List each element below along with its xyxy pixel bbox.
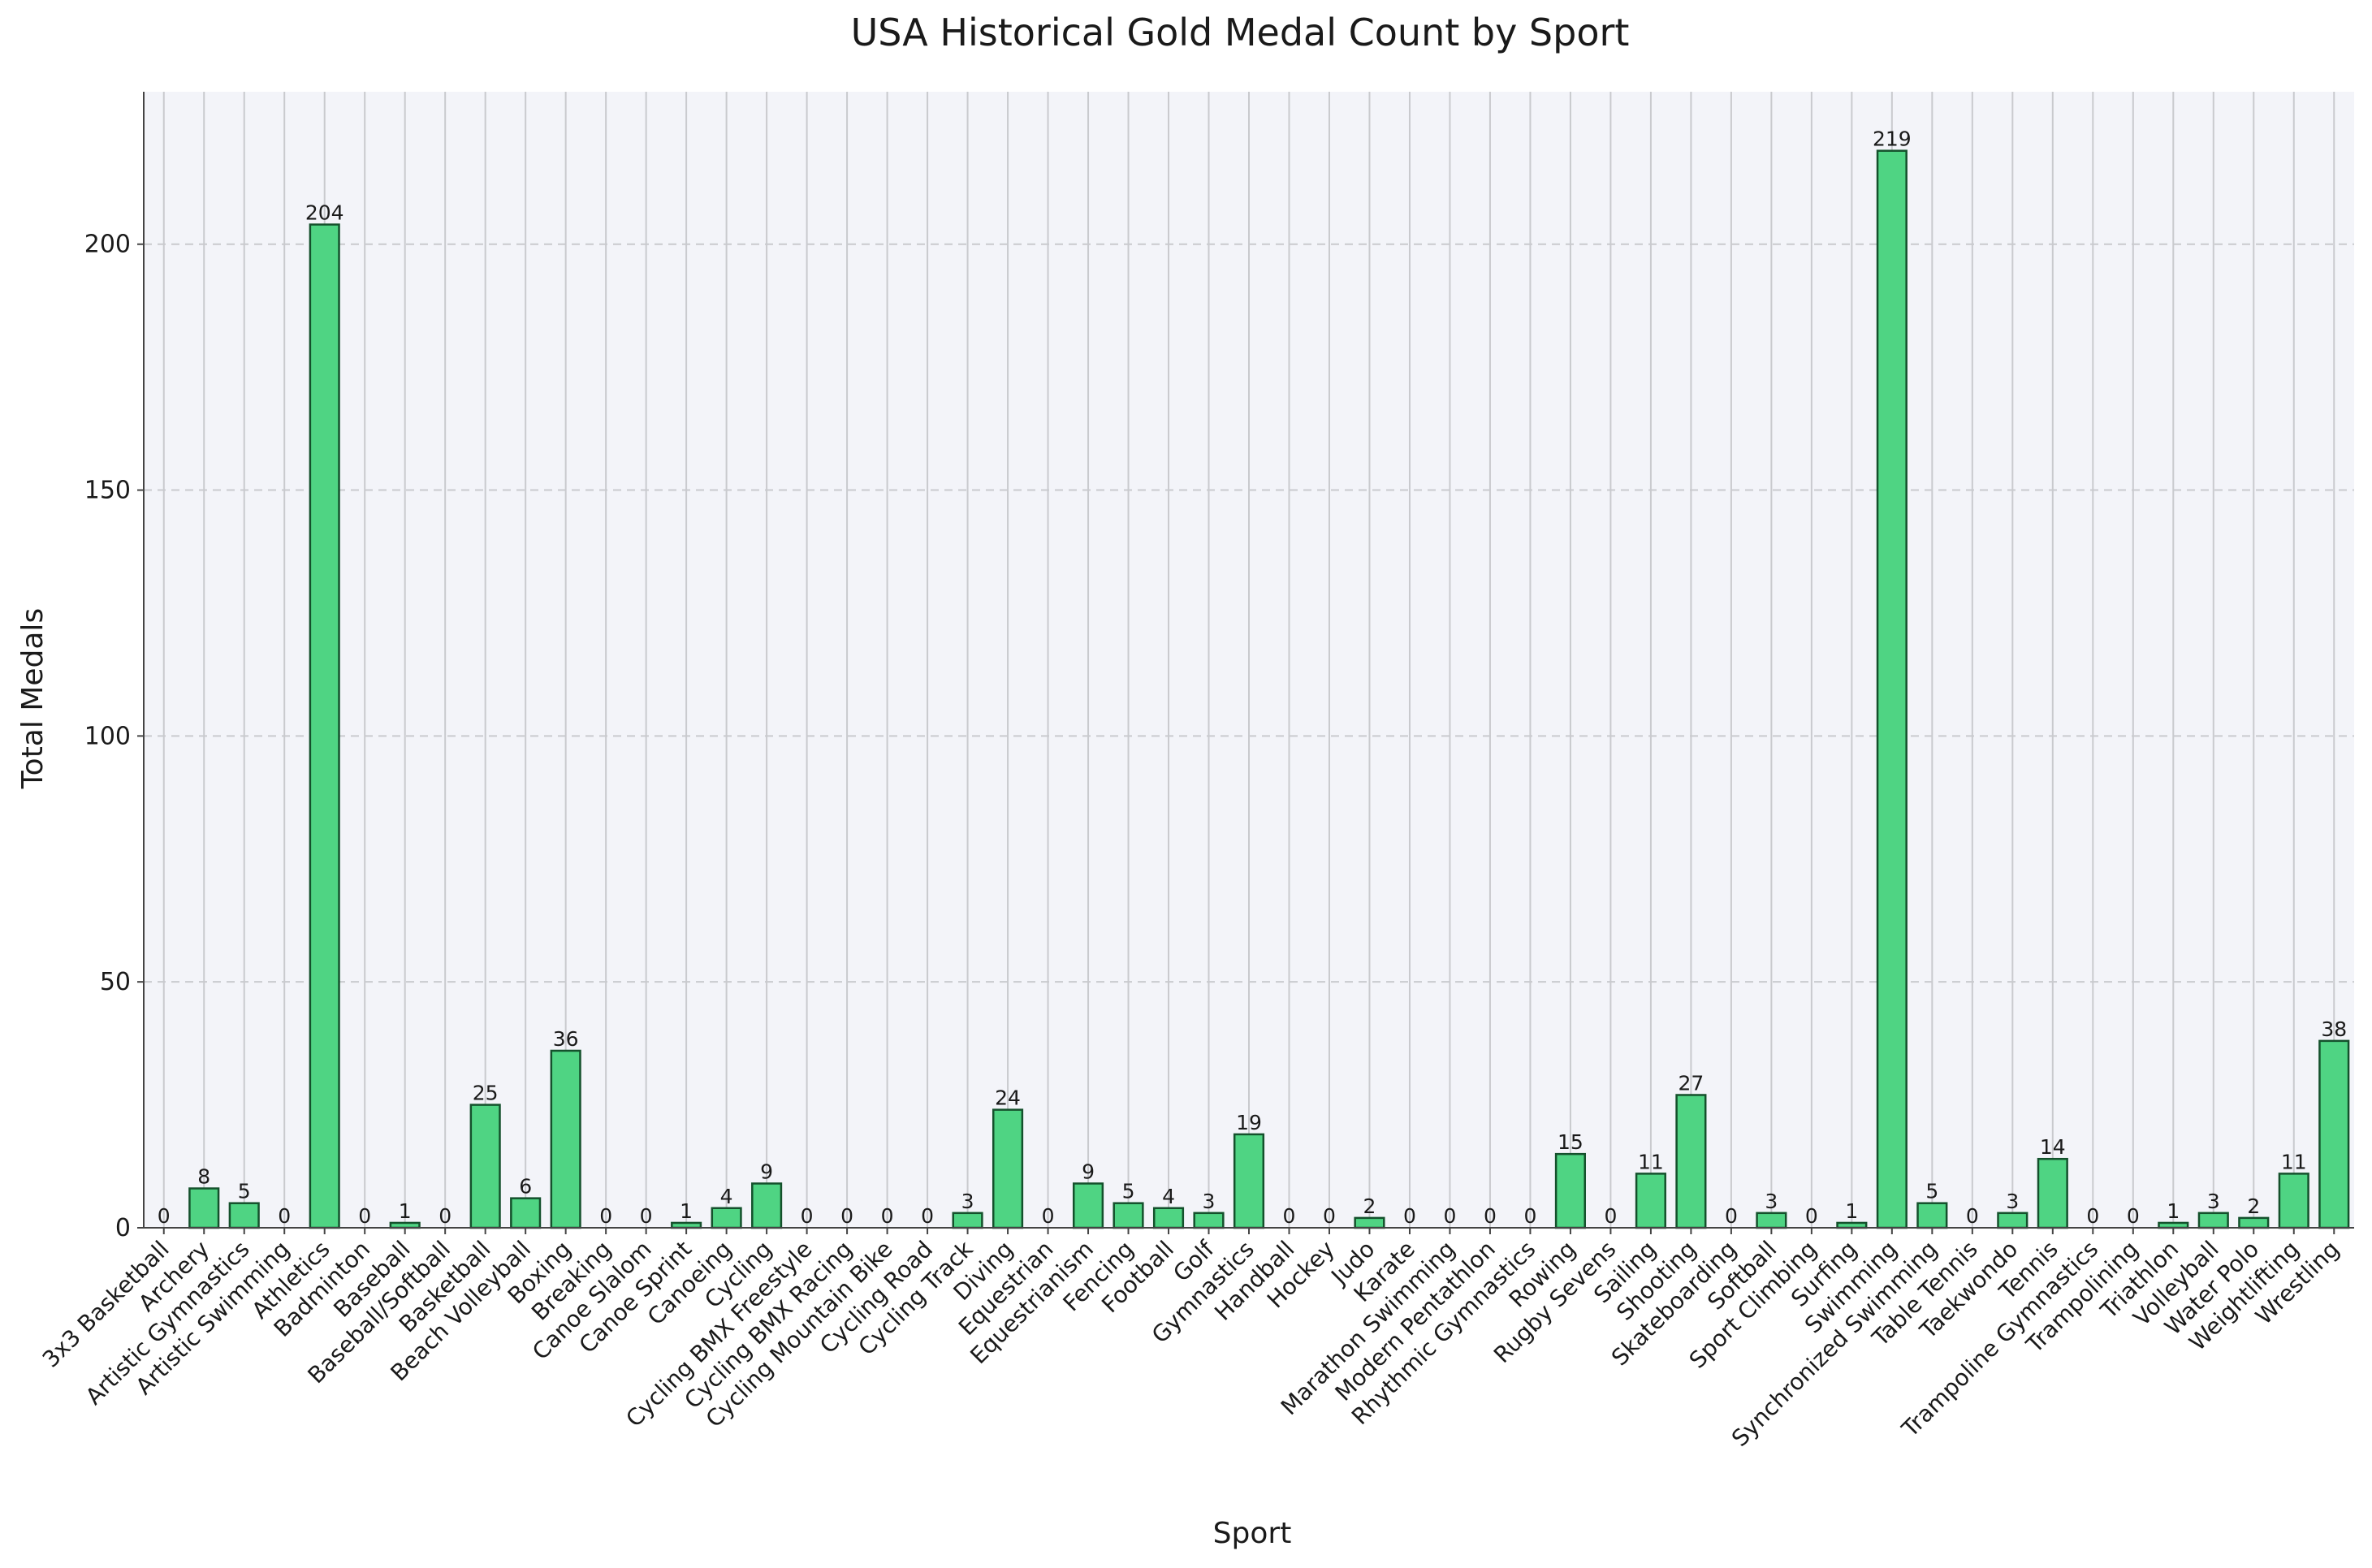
bar (1876, 149, 1908, 1229)
bar (469, 1104, 501, 1229)
data-label: 4 (720, 1185, 733, 1208)
y-tick-label: 200 (84, 231, 131, 259)
data-label: 0 (1444, 1204, 1457, 1228)
data-label: 4 (1162, 1185, 1175, 1208)
data-label: 9 (760, 1160, 773, 1183)
bar (952, 1212, 983, 1229)
y-tick-label: 100 (84, 722, 131, 750)
y-tick-label: 50 (100, 968, 131, 996)
data-label: 5 (1925, 1180, 1938, 1203)
bar (550, 1049, 581, 1229)
bar (1233, 1133, 1265, 1229)
data-label: 25 (473, 1082, 499, 1105)
data-label: 0 (640, 1204, 653, 1228)
data-label: 0 (1725, 1204, 1738, 1228)
data-label: 0 (358, 1204, 371, 1228)
bar (992, 1108, 1024, 1229)
data-label: 0 (1042, 1204, 1055, 1228)
bar (1113, 1202, 1144, 1229)
data-label: 14 (2040, 1135, 2066, 1159)
data-label: 0 (1283, 1204, 1296, 1228)
y-tick-label: 0 (115, 1214, 131, 1242)
y-axis-label: Total Medals (16, 608, 50, 789)
bar (1354, 1216, 1385, 1229)
data-label: 3 (1203, 1190, 1216, 1213)
data-label: 3 (2207, 1190, 2220, 1213)
data-label: 9 (1082, 1160, 1095, 1183)
bar (1997, 1212, 2029, 1229)
data-label: 0 (1604, 1204, 1617, 1228)
y-tick-label: 150 (84, 477, 131, 505)
bar (2278, 1173, 2309, 1229)
data-label: 0 (158, 1204, 171, 1228)
data-label: 3 (961, 1190, 974, 1213)
bar (1193, 1212, 1225, 1229)
data-label: 1 (1845, 1199, 1858, 1223)
bar (2238, 1216, 2270, 1229)
data-label: 19 (1236, 1111, 1262, 1134)
bar (510, 1197, 542, 1229)
bar (309, 223, 340, 1229)
data-label: 3 (1765, 1190, 1778, 1213)
data-label: 2 (1363, 1194, 1376, 1218)
data-label: 2 (2247, 1194, 2260, 1218)
bar (2037, 1157, 2068, 1229)
x-tick-label: Artistic Gymnastics (80, 1236, 255, 1410)
bar (1635, 1173, 1666, 1229)
data-label: 0 (439, 1204, 452, 1228)
bar (711, 1207, 742, 1229)
data-label: 0 (2086, 1204, 2099, 1228)
data-label: 0 (1484, 1204, 1497, 1228)
data-label: 219 (1873, 127, 1912, 151)
data-label: 27 (1678, 1071, 1704, 1095)
bar (1916, 1202, 1948, 1229)
bar (2318, 1039, 2350, 1229)
bar (751, 1182, 783, 1229)
data-label: 204 (305, 201, 344, 225)
chart-title: USA Historical Gold Medal Count by Sport (851, 11, 1630, 54)
data-label: 0 (599, 1204, 612, 1228)
data-label: 5 (238, 1180, 251, 1203)
data-label: 0 (881, 1204, 894, 1228)
bar (1554, 1152, 1586, 1229)
data-label: 0 (1403, 1204, 1416, 1228)
data-label: 1 (2167, 1199, 2180, 1223)
data-label: 11 (2281, 1150, 2307, 1173)
data-label: 5 (1122, 1180, 1135, 1203)
data-label: 0 (2127, 1204, 2140, 1228)
bar (1152, 1207, 1185, 1229)
data-label: 8 (197, 1165, 210, 1189)
data-label: 1 (399, 1199, 412, 1223)
data-label: 24 (995, 1086, 1021, 1110)
data-label: 0 (1523, 1204, 1536, 1228)
data-label: 38 (2321, 1017, 2347, 1041)
data-label: 36 (553, 1027, 579, 1051)
data-label: 0 (921, 1204, 934, 1228)
data-label: 6 (519, 1175, 532, 1199)
bar (1756, 1212, 1787, 1229)
x-axis-label: Sport (1213, 1517, 1292, 1550)
data-label: 0 (1805, 1204, 1818, 1228)
data-label: 15 (1558, 1130, 1583, 1154)
data-label: 11 (1638, 1150, 1664, 1173)
bar (2197, 1212, 2229, 1229)
data-label: 0 (840, 1204, 853, 1228)
data-label: 0 (801, 1204, 814, 1228)
data-label: 0 (278, 1204, 291, 1228)
bar (1072, 1182, 1104, 1229)
bar (188, 1187, 220, 1229)
data-label: 0 (1966, 1204, 1979, 1228)
data-label: 1 (680, 1199, 693, 1223)
bar (228, 1202, 260, 1229)
bar (1675, 1094, 1707, 1229)
data-label: 3 (2006, 1190, 2019, 1213)
data-label: 0 (1323, 1204, 1336, 1228)
